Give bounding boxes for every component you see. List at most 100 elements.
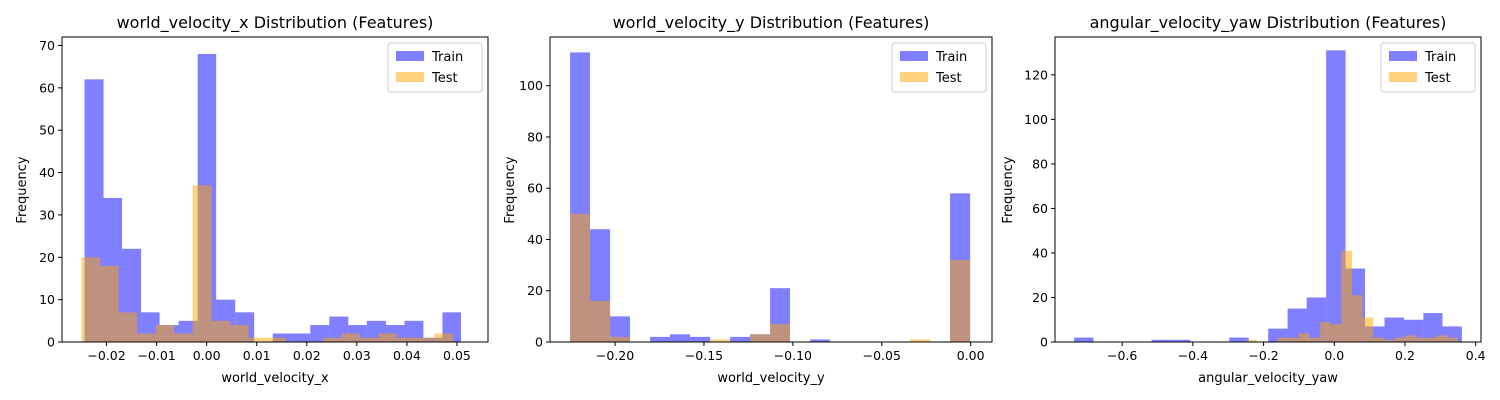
- histogram-bar-test: [910, 339, 931, 342]
- y-tick-label: 0: [1040, 335, 1048, 350]
- histogram-bar-test: [1245, 339, 1257, 342]
- histogram-bar-test: [230, 325, 249, 342]
- x-tick-label: −0.4: [1178, 348, 1208, 363]
- legend-swatch-train: [900, 51, 928, 61]
- x-tick-label: −0.2: [1248, 348, 1278, 363]
- histogram-bar-test: [750, 334, 771, 342]
- histogram-bar-test: [81, 257, 101, 342]
- histogram-bar-test: [710, 339, 731, 342]
- y-tick-label: 40: [527, 232, 543, 247]
- histogram-bar-test: [192, 185, 212, 342]
- y-axis-label: Frequency: [1001, 156, 1016, 223]
- histogram-bar-test: [1309, 337, 1321, 342]
- y-axis-label: Frequency: [15, 156, 30, 223]
- x-tick-label: −0.01: [137, 348, 175, 363]
- histogram-bar-test: [341, 333, 360, 342]
- chart-panel-world-velocity-y: world_velocity_y Distribution (Features)…: [503, 13, 993, 386]
- x-tick-label: 0.0: [1324, 348, 1344, 363]
- x-tick-label: 0.00: [957, 348, 985, 363]
- histogram-bar-test: [1341, 250, 1352, 342]
- histogram-bar-train: [1423, 313, 1443, 342]
- histogram-bar-test: [359, 337, 379, 342]
- x-tick-label: 0.03: [343, 348, 371, 363]
- histogram-bar-test: [1277, 337, 1289, 342]
- x-tick-label: 0.4: [1466, 348, 1486, 363]
- y-tick-label: 20: [39, 250, 55, 265]
- histogram-bar-train: [610, 316, 630, 342]
- x-axis-label: world_velocity_y: [717, 371, 825, 386]
- chart-title: world_velocity_y Distribution (Features): [613, 13, 930, 33]
- x-tick-label: 0.05: [443, 348, 471, 363]
- histogram-bar-test: [570, 213, 590, 342]
- histogram-bar-test: [1288, 337, 1299, 342]
- axes-frame: [61, 36, 489, 343]
- y-tick-label: 70: [39, 38, 55, 53]
- histogram-bar-test: [1447, 337, 1459, 342]
- y-tick-label: 40: [1032, 245, 1048, 260]
- legend-label-test: Test: [1424, 71, 1451, 86]
- x-axis-label: world_velocity_x: [221, 371, 329, 386]
- legend-swatch-test: [900, 72, 928, 82]
- histogram-bar-test: [1330, 324, 1342, 342]
- histogram-bar-train: [810, 339, 831, 342]
- y-tick-label: 30: [39, 207, 55, 222]
- chart-panel-world-velocity-x: world_velocity_x Distribution (Features)…: [15, 13, 489, 386]
- histogram-bar-test: [396, 337, 416, 342]
- histogram-bar-test: [1426, 337, 1437, 342]
- x-tick-label: 0.00: [193, 348, 221, 363]
- histogram-bar-test: [1351, 295, 1363, 342]
- histogram-bar-train: [1151, 339, 1171, 342]
- chart-title: world_velocity_x Distribution (Features): [117, 13, 434, 33]
- histogram-bar-train: [1229, 337, 1249, 342]
- histogram-bar-train: [730, 336, 751, 342]
- histogram-bar-test: [415, 337, 435, 342]
- legend-swatch-test: [1389, 72, 1417, 82]
- histogram-bar-test: [155, 325, 175, 342]
- legend-label-train: Train: [935, 50, 967, 65]
- histogram-bar-train: [1074, 337, 1094, 342]
- histogram-bar-test: [590, 300, 611, 342]
- y-tick-label: 10: [39, 292, 55, 307]
- histogram-bar-test: [610, 336, 630, 342]
- y-tick-label: 60: [527, 181, 543, 196]
- legend-label-train: Train: [1424, 50, 1456, 65]
- histogram-bar-test: [434, 333, 453, 342]
- histogram-bar-test: [1383, 339, 1395, 342]
- y-tick-label: 100: [519, 78, 543, 93]
- histogram-bar-train: [404, 320, 424, 342]
- chart-title: angular_velocity_yaw Distribution (Featu…: [1090, 13, 1447, 33]
- y-tick-label: 20: [1032, 290, 1048, 305]
- legend-swatch-test: [396, 72, 424, 82]
- histogram-bar-test: [100, 265, 119, 342]
- axes-frame: [549, 36, 993, 343]
- y-tick-label: 100: [1024, 112, 1048, 127]
- legend-label-test: Test: [935, 71, 962, 86]
- histogram-bar-train: [1384, 317, 1404, 342]
- histogram-bar-test: [322, 337, 342, 342]
- histogram-bar-test: [118, 312, 138, 342]
- y-tick-label: 120: [1024, 67, 1048, 82]
- histogram-bar-test: [267, 337, 286, 342]
- y-tick-label: 80: [527, 129, 543, 144]
- y-tick-label: 0: [47, 335, 55, 350]
- histogram-bar-test: [1404, 335, 1416, 342]
- histogram-bar-test: [378, 333, 397, 342]
- x-tick-label: −0.05: [863, 348, 901, 363]
- y-tick-label: 20: [527, 283, 543, 298]
- histogram-bar-train: [1326, 50, 1346, 343]
- x-tick-label: 0.04: [393, 348, 421, 363]
- axes-frame: [1054, 36, 1482, 343]
- histogram-bar-test: [174, 333, 193, 342]
- y-tick-label: 60: [1032, 201, 1048, 216]
- legend-label-train: Train: [431, 50, 463, 65]
- histogram-bar-test: [1320, 321, 1331, 342]
- y-tick-label: 40: [39, 165, 55, 180]
- y-tick-label: 50: [39, 123, 55, 138]
- x-tick-label: −0.10: [774, 348, 812, 363]
- histogram-bar-test: [1298, 333, 1310, 342]
- histogram-bar-test: [137, 333, 156, 342]
- histogram-bar-train: [291, 333, 311, 342]
- histogram-bar-train: [1170, 339, 1191, 342]
- x-tick-label: −0.15: [685, 348, 723, 363]
- histogram-bar-train: [690, 336, 711, 342]
